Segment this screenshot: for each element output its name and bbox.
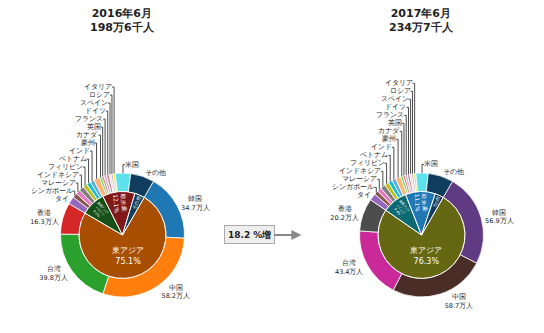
svg-text:その他: その他	[145, 169, 166, 177]
svg-text:米国: 米国	[424, 160, 438, 168]
svg-text:18.2 %増: 18.2 %増	[228, 229, 271, 240]
svg-text:韓国56.9万人: 韓国56.9万人	[485, 209, 513, 225]
svg-text:スペイン: スペイン	[381, 95, 409, 103]
svg-text:米国: 米国	[125, 161, 139, 169]
svg-text:ロシア: ロシア	[89, 91, 110, 99]
svg-text:中国58.7万人: 中国58.7万人	[445, 293, 473, 309]
svg-text:ドイツ: ドイツ	[385, 103, 406, 111]
html-text:＋インド: ＋インド	[94, 204, 106, 217]
svg-text:イタリア: イタリア	[385, 79, 413, 87]
svg-text:豪州: 豪州	[382, 135, 396, 143]
html-text:9.1%: 9.1%	[92, 209, 101, 218]
svg-text:2016年6月198万6千人: 2016年6月198万6千人	[90, 7, 155, 34]
svg-text:2017年6月234万7千人: 2017年6月234万7千人	[389, 7, 454, 34]
svg-text:マレーシア: マレーシア	[41, 179, 76, 187]
svg-text:シンガポール: シンガポール	[332, 183, 374, 191]
svg-text:フィリピン: フィリピン	[48, 163, 83, 171]
html-text:東南アジア: 東南アジア	[96, 200, 110, 215]
svg-text:その他: その他	[131, 195, 142, 211]
svg-text:東アジア75.1%: 東アジア75.1%	[112, 246, 144, 265]
svg-text:スペイン: スペイン	[80, 99, 108, 107]
svg-text:ロシア: ロシア	[390, 87, 411, 95]
svg-text:豪州: 豪州	[81, 139, 95, 147]
svg-text:東アジア76.3%: 東アジア76.3%	[410, 246, 442, 265]
svg-text:韓国34.7万人: 韓国34.7万人	[181, 195, 209, 211]
svg-text:英国: 英国	[87, 123, 101, 131]
svg-text:インドネシア: インドネシア	[37, 171, 79, 179]
svg-text:フィリピン: フィリピン	[350, 159, 385, 167]
svg-text:タイ: タイ	[357, 191, 371, 199]
svg-text:カナダ: カナダ	[378, 127, 400, 135]
svg-text:インド: インド	[69, 147, 90, 155]
svg-text:欧米豪11.1%: 欧米豪11.1%	[414, 193, 428, 211]
svg-text:フランス: フランス	[376, 111, 404, 119]
svg-text:欧米豪12.1%: 欧米豪12.1%	[112, 193, 127, 213]
svg-text:その他: その他	[443, 168, 464, 176]
svg-text:英国: 英国	[388, 119, 402, 127]
svg-text:インドネシア: インドネシア	[339, 167, 381, 175]
svg-text:ベトナム: ベトナム	[59, 155, 87, 163]
svg-text:カナダ: カナダ	[76, 131, 98, 139]
svg-text:インド: インド	[371, 143, 392, 151]
svg-text:ドイツ: ドイツ	[85, 107, 106, 115]
svg-text:香港16.3万人: 香港16.3万人	[30, 209, 58, 225]
svg-text:台湾43.4万人: 台湾43.4万人	[335, 259, 363, 275]
svg-text:タイ: タイ	[55, 195, 69, 203]
svg-text:イタリア: イタリア	[84, 83, 112, 91]
svg-text:中国58.2万人: 中国58.2万人	[162, 284, 190, 300]
svg-text:フランス: フランス	[75, 115, 103, 123]
svg-text:台湾39.8万人: 台湾39.8万人	[39, 265, 67, 281]
svg-text:東南アジア＋インド9.4%: 東南アジア＋インド9.4%	[391, 199, 410, 219]
svg-text:シンガポール: シンガポール	[31, 187, 73, 195]
svg-text:その他: その他	[431, 196, 440, 209]
svg-text:ベトナム: ベトナム	[360, 151, 388, 159]
svg-text:マレーシア: マレーシア	[342, 175, 377, 183]
svg-text:香港20.2万人: 香港20.2万人	[330, 205, 358, 221]
